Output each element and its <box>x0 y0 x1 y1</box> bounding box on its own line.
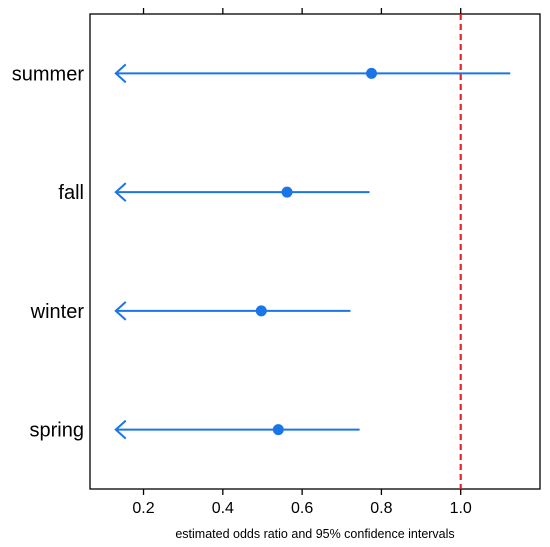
point-estimate <box>281 186 293 198</box>
x-axis-title: estimated odds ratio and 95% confidence … <box>175 527 454 541</box>
truncation-arrow <box>114 301 127 321</box>
category-label: summer <box>12 63 85 85</box>
point-estimate <box>365 67 377 79</box>
category-label: winter <box>30 301 85 323</box>
x-tick-label: 0.8 <box>370 500 392 517</box>
truncation-arrow <box>114 419 127 440</box>
x-tick-label: 0.2 <box>132 500 154 517</box>
truncation-arrow <box>114 63 127 84</box>
x-tick-label: 1.0 <box>450 500 472 517</box>
plot-frame <box>89 13 541 490</box>
truncation-arrow <box>114 182 127 202</box>
chart-marks: 0.2 0.4 0.6 0.8 1.0 summer fall winter spring <box>12 8 511 517</box>
category-label: fall <box>58 182 84 204</box>
point-estimate <box>272 424 284 436</box>
x-tick-label: 0.4 <box>212 500 234 517</box>
category-label: spring <box>30 420 84 442</box>
point-estimate <box>255 305 267 317</box>
x-tick-label: 0.6 <box>291 500 313 517</box>
